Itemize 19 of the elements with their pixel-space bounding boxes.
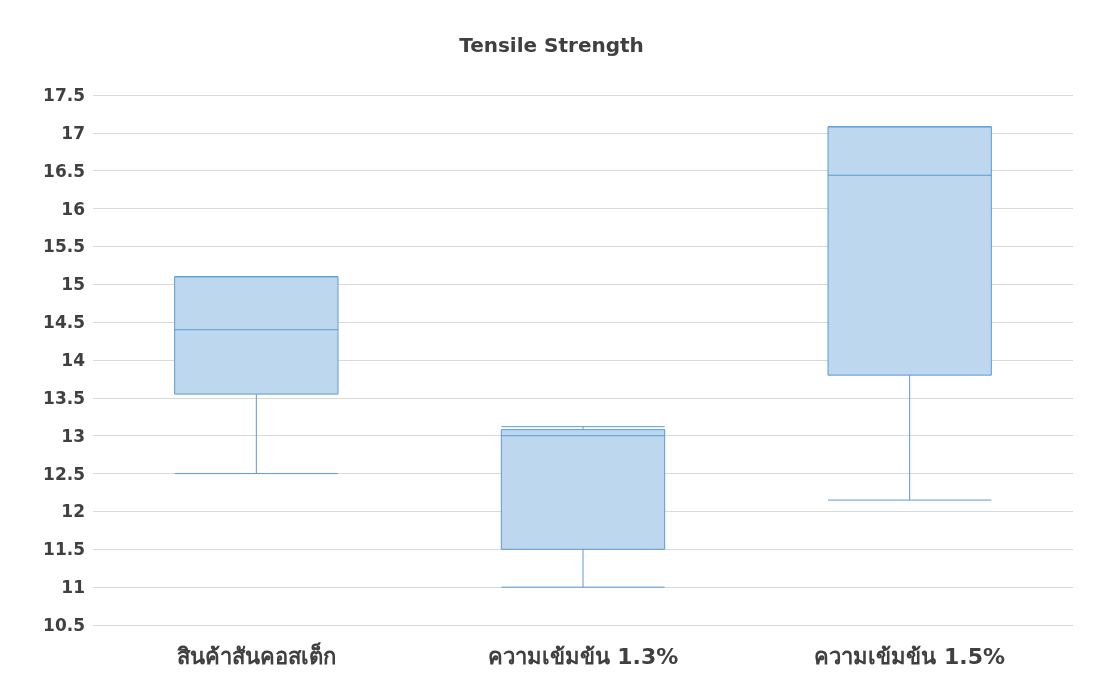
y-tick-label: 16: [61, 198, 85, 219]
y-tick-label: 17.5: [43, 85, 85, 105]
y-tick-label: 15.5: [43, 236, 85, 257]
y-tick-label: 13: [61, 425, 85, 446]
y-tick-label: 16.5: [43, 160, 85, 181]
y-tick-label: 14.5: [43, 312, 85, 333]
y-tick-label: 12: [61, 501, 85, 522]
y-tick-label: 17: [61, 122, 85, 143]
y-tick-label: 14: [61, 350, 86, 370]
y-tick-label: 12.5: [43, 463, 85, 484]
x-tick-label: ความเข้มข้น 1.3%: [487, 643, 679, 669]
y-tick-label: 13.5: [43, 387, 85, 408]
y-tick-label: 15: [61, 274, 85, 295]
y-tick-label: 11.5: [43, 539, 85, 560]
y-tick-label: 10.5: [43, 615, 85, 635]
x-tick-label: สินค้าสันคอสเต็ก: [176, 641, 336, 669]
chart-title: Tensile Strength: [459, 33, 644, 57]
y-tick-label: 11: [61, 577, 85, 598]
x-tick-label: ความเข้มข้น 1.5%: [814, 643, 1006, 669]
